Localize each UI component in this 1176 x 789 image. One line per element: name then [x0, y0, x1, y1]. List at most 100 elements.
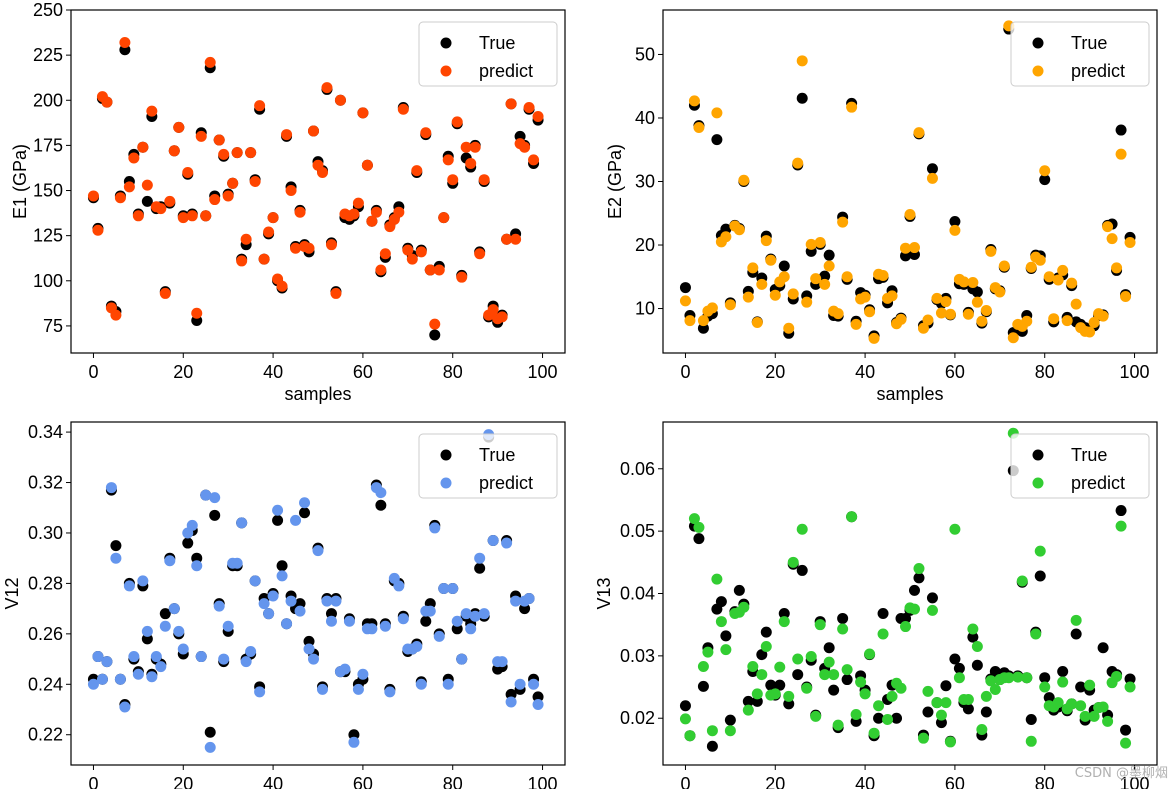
- predict-point: [204, 56, 216, 68]
- predict-point: [702, 646, 714, 658]
- predict-point: [168, 145, 180, 157]
- true-point: [375, 499, 387, 511]
- predict-point: [87, 190, 99, 202]
- predict-point: [128, 152, 140, 164]
- predict-point: [182, 166, 194, 178]
- predict-point: [1115, 148, 1127, 160]
- subplot-e2: 0 20 40 60 80 100 10 20 30 40 50 samples E2 (GPa)…: [605, 9, 1158, 404]
- predict-point: [1061, 315, 1073, 327]
- watermark: CSDN @墨柳烟: [1074, 766, 1168, 781]
- predict-point: [487, 304, 499, 316]
- predict-point: [747, 262, 759, 274]
- predict-point: [101, 656, 113, 668]
- predict-point: [805, 650, 817, 662]
- true-point: [720, 630, 732, 642]
- subplot-v13: 0 20 40 60 80 100 0.02 0.03 0.04 0.05 0.06 V13 Tr…: [594, 421, 1158, 789]
- predict-point: [944, 308, 956, 320]
- predict-point: [159, 620, 171, 632]
- predict-point: [756, 669, 768, 681]
- predict-point: [926, 604, 938, 616]
- predict-point: [908, 242, 920, 254]
- true-point: [778, 260, 790, 272]
- predict-point: [254, 100, 266, 112]
- predict-point: [985, 245, 997, 257]
- y-tick-label: 0.06: [620, 459, 655, 479]
- predict-point: [747, 660, 759, 672]
- true-point: [900, 612, 912, 624]
- predict-point: [132, 668, 144, 680]
- y-tick-label: 0.30: [28, 523, 63, 543]
- predict-point: [141, 625, 153, 637]
- legend-label: predict: [479, 61, 533, 81]
- predict-point: [873, 700, 885, 712]
- predict-point: [742, 704, 754, 716]
- predict-point: [357, 107, 369, 119]
- true-point: [908, 584, 920, 596]
- predict-point: [1003, 672, 1015, 684]
- predict-point: [1052, 274, 1064, 286]
- predict-point: [760, 641, 772, 653]
- predict-point: [886, 290, 898, 302]
- predict-point: [895, 313, 907, 325]
- predict-point: [397, 103, 409, 115]
- y-tick-label: 150: [33, 181, 63, 201]
- true-point: [715, 596, 727, 608]
- x-tick-label: 60: [945, 362, 965, 382]
- y-axis: 0.02 0.03 0.04 0.05 0.06: [620, 459, 663, 728]
- predict-point: [204, 741, 216, 753]
- predict-point: [850, 318, 862, 330]
- true-point: [711, 134, 723, 146]
- predict-point: [828, 669, 840, 681]
- predict-point: [478, 174, 490, 186]
- predict-point: [254, 686, 266, 698]
- predict-point: [684, 315, 696, 327]
- predict-point: [218, 653, 230, 665]
- predict-point: [697, 660, 709, 672]
- predict-point: [985, 675, 997, 687]
- predict-point: [787, 288, 799, 300]
- predict-point: [442, 154, 454, 166]
- predict-point: [155, 203, 167, 215]
- predict-point: [92, 651, 104, 663]
- predict-point: [496, 311, 508, 323]
- predict-point: [711, 107, 723, 119]
- predict-point: [173, 625, 185, 637]
- predict-point: [688, 95, 700, 107]
- y-axis: 0.22 0.24 0.26 0.28 0.30 0.32 0.34: [28, 422, 71, 745]
- predict-point: [164, 195, 176, 207]
- predict-point: [290, 242, 302, 254]
- predict-point: [837, 623, 849, 635]
- x-tick-label: 60: [353, 774, 373, 789]
- predict-point: [379, 248, 391, 260]
- x-axis: 0 20 40 60 80 100: [88, 353, 558, 382]
- x-tick-label: 60: [353, 362, 373, 382]
- predict-point: [213, 600, 225, 612]
- predict-point: [308, 653, 320, 665]
- true-point: [294, 598, 306, 610]
- predict-point: [465, 623, 477, 635]
- legend-marker: [440, 449, 452, 461]
- predict-point: [711, 573, 723, 585]
- predict-point: [528, 154, 540, 166]
- predict-point: [953, 672, 965, 684]
- predict-point: [971, 641, 983, 653]
- legend-box: [418, 21, 558, 87]
- predict-point: [415, 678, 427, 690]
- predict-point: [792, 157, 804, 169]
- predict-point: [424, 605, 436, 617]
- predict-point: [882, 713, 894, 725]
- predict-point: [900, 621, 912, 633]
- predict-point: [720, 231, 732, 243]
- predict-point: [429, 522, 441, 534]
- predict-point: [132, 210, 144, 222]
- predict-point: [1111, 262, 1123, 274]
- predict-point: [424, 264, 436, 276]
- true-point: [1039, 672, 1051, 684]
- predict-point: [958, 276, 970, 288]
- predict-point: [249, 575, 261, 587]
- x-tick-label: 80: [1035, 362, 1055, 382]
- predict-point: [487, 535, 499, 547]
- true-point: [272, 514, 284, 526]
- predict-point: [321, 82, 333, 94]
- x-tick-label: 40: [263, 774, 283, 789]
